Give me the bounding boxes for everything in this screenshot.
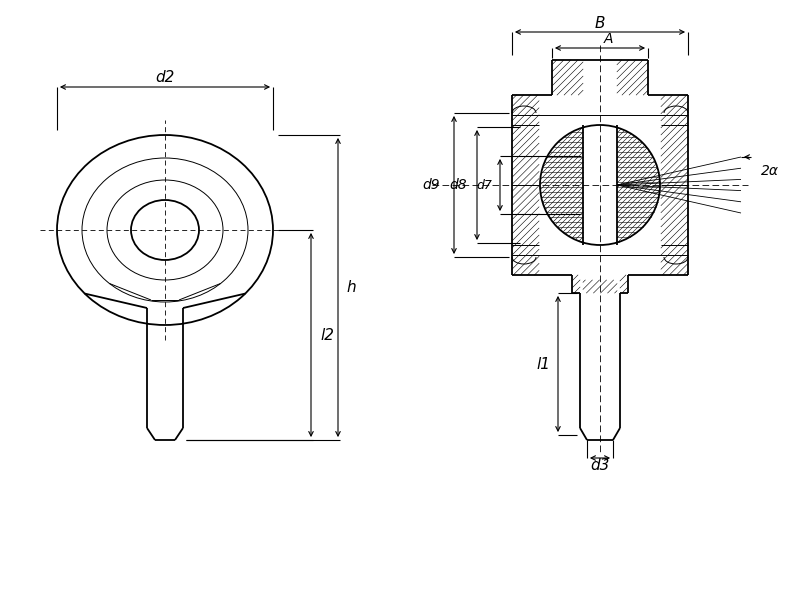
Text: B: B <box>594 15 606 31</box>
Text: d7: d7 <box>476 178 492 191</box>
Text: h: h <box>346 280 356 295</box>
Text: d8: d8 <box>450 178 467 192</box>
Text: d9: d9 <box>422 178 440 192</box>
Text: d2: d2 <box>155 69 174 84</box>
Text: d3: d3 <box>590 459 610 474</box>
Text: l2: l2 <box>320 328 334 343</box>
Text: l1: l1 <box>536 357 550 371</box>
Text: 2α: 2α <box>761 164 779 178</box>
Text: A: A <box>603 32 613 46</box>
